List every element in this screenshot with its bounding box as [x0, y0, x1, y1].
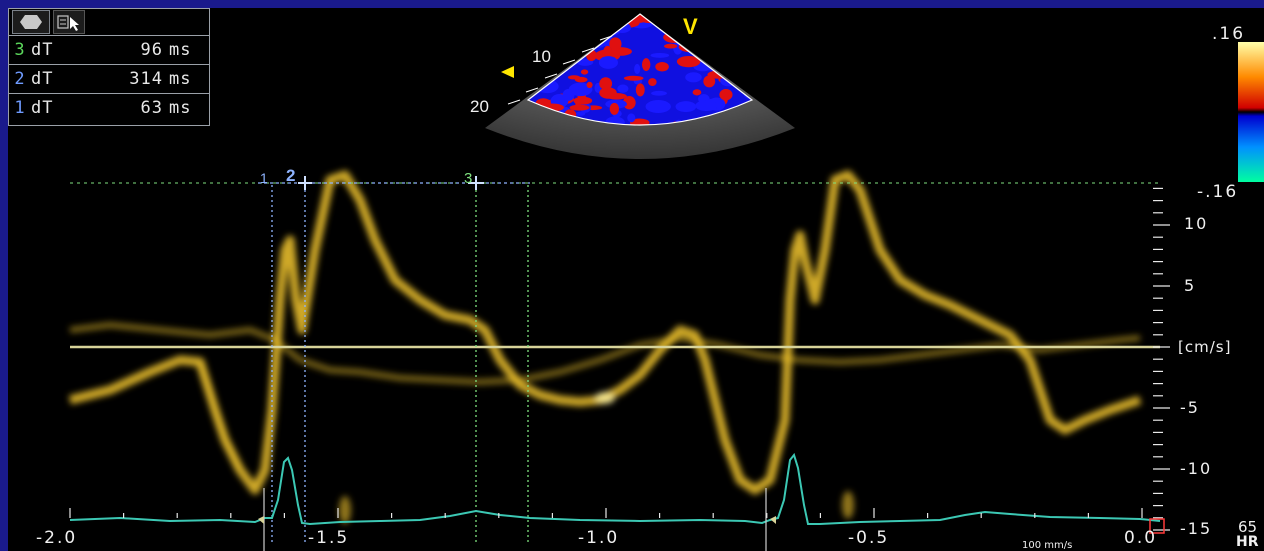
measurement-label: dT [31, 98, 54, 118]
echo-sector-image [485, 13, 795, 159]
measure-cursor-button[interactable] [53, 10, 85, 34]
caliper-label-2: 2 [286, 166, 295, 185]
measurement-unit: ms [169, 40, 192, 60]
measurement-index: 3 [14, 40, 26, 60]
x-tick-label: -2.0 [36, 528, 78, 548]
x-tick-label: -1.0 [578, 528, 620, 548]
depth-label-10: 10 [532, 47, 551, 66]
y-tick-label: -10 [1180, 459, 1213, 478]
velocity-unit-label: [cm/s] [1178, 338, 1232, 356]
x-tick-label: -0.5 [848, 528, 890, 548]
velocity-color-bar [1238, 42, 1264, 182]
caliper-cursors[interactable]: 1 2 3 [260, 166, 529, 545]
velocity-scale-min: -.16 [1197, 182, 1239, 202]
measurement-value: 96 [140, 40, 163, 60]
x-tick-label: 0.0 [1124, 528, 1158, 548]
measure-cursor-icon [57, 15, 79, 31]
y-tick-label: -5 [1180, 398, 1200, 417]
y-tick-label: 5 [1184, 276, 1197, 295]
measurement-row-3[interactable]: 3 dT 96 ms [9, 36, 209, 65]
measurement-label: dT [31, 40, 54, 60]
caliper-label-3: 3 [464, 170, 472, 187]
measurement-panel: 3 dT 96 ms 2 dT 314 ms 1 dT 63 ms [8, 8, 210, 126]
y-tick-label: 10 [1184, 214, 1209, 233]
caliper-label-1: 1 [260, 170, 268, 186]
sweep-speed: 100 mm/s [1022, 540, 1073, 551]
measurement-value: 314 [129, 69, 163, 89]
measurement-index: 2 [14, 69, 26, 89]
measurement-label: dT [31, 69, 54, 89]
sector-mode-label: V [683, 14, 698, 39]
x-tick-label: -1.5 [308, 528, 350, 548]
measurement-index: 1 [14, 98, 26, 118]
measurement-unit: ms [169, 69, 192, 89]
measurement-value: 63 [140, 98, 163, 118]
velocity-axis [1153, 187, 1170, 531]
measurement-row-2[interactable]: 2 dT 314 ms [9, 65, 209, 94]
ecg-trace [69, 452, 1161, 526]
hexagon-icon [20, 15, 42, 29]
heart-rate-label: HR [1236, 534, 1259, 550]
depth-label-20: 20 [470, 97, 489, 116]
measurement-toolbar [9, 9, 209, 36]
focus-marker-icon [501, 66, 514, 78]
velocity-scale-max: .16 [1212, 24, 1246, 44]
heart-rate-value: 65 [1238, 518, 1258, 536]
y-tick-label: -15 [1180, 519, 1213, 538]
sweep-marker [1149, 518, 1165, 534]
time-axis [69, 508, 1143, 518]
measurement-unit: ms [169, 98, 192, 118]
hexagon-tool-button[interactable] [12, 10, 50, 34]
tissue-doppler-spectrum [68, 170, 1142, 524]
measurement-row-1[interactable]: 1 dT 63 ms [9, 94, 209, 122]
